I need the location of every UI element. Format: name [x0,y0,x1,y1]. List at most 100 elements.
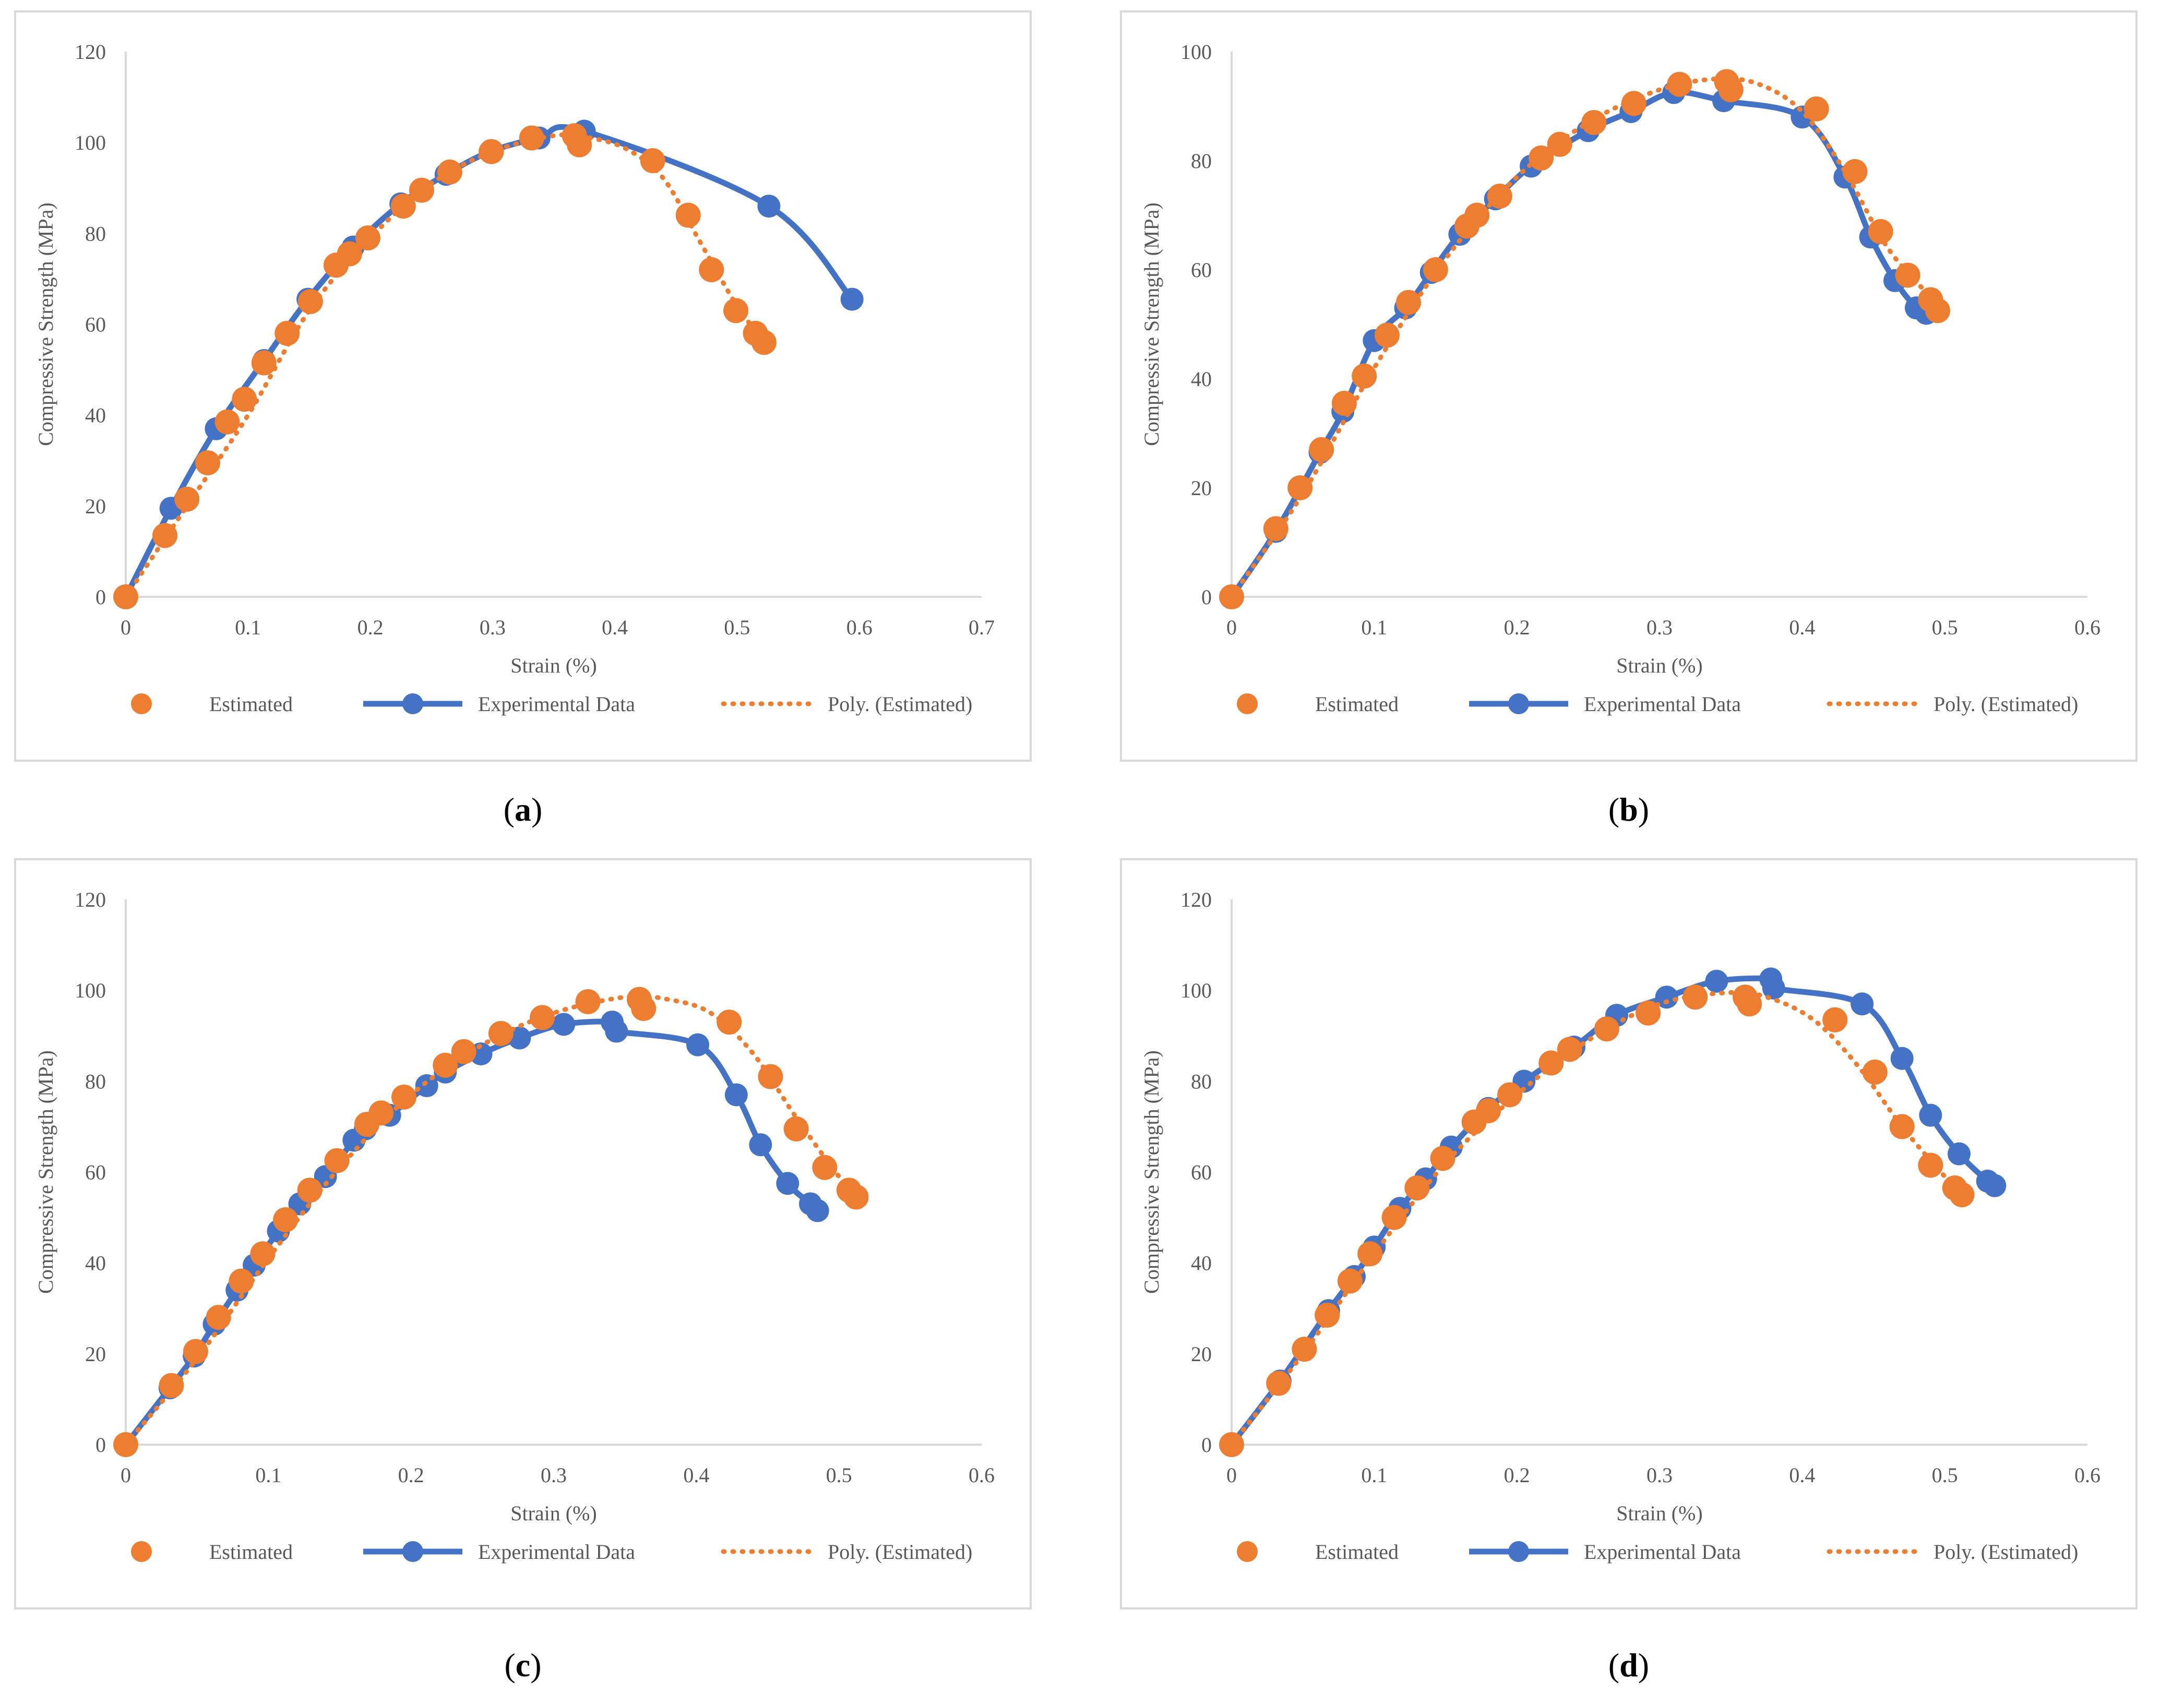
estimated-point [699,257,724,282]
estimated-point [530,1005,555,1030]
estimated-point [1315,1302,1340,1328]
estimated-point [183,1339,208,1364]
y-tick-label: 100 [75,131,106,154]
caption-b: (b) [1608,791,1650,828]
experimental-point [1762,976,1785,1000]
x-tick-label: 0.2 [357,616,384,639]
legend-estimated-label: Estimated [209,1540,293,1564]
experimental-point [724,1083,748,1107]
poly-trendline [123,132,764,599]
y-axis-label: Compressive Strength (MPa) [1140,202,1163,446]
y-axis-label: Compressive Strength (MPa) [34,1050,57,1294]
legend: Estimated Experimental Data Poly. (Estimat… [131,692,972,716]
legend-estimated-label: Estimated [1315,692,1399,716]
x-tick-label: 0.4 [683,1463,709,1487]
estimated-point [488,1020,514,1046]
experimental-line [123,124,855,600]
experimental-point [1705,969,1728,993]
estimated-point [1464,202,1490,228]
experimental-point [508,1026,531,1050]
x-tick-label: 0.3 [1646,1463,1673,1487]
y-tick-label: 40 [85,1252,106,1275]
estimated-point [675,202,701,228]
estimated-point [1331,391,1357,416]
estimated-point [1949,1182,1975,1208]
y-tick-label: 60 [85,1161,106,1184]
chart-svg: 0 20 40 60 80 100 120 0 0.1 0.2 0.3 0.4 0.5 0.6 Strain… [34,888,995,1564]
estimated-point [1581,110,1607,135]
experimental-point [686,1033,710,1056]
x-tick-label: 0.5 [1932,1463,1958,1487]
y-axis-label: Compressive Strength (MPa) [1140,1050,1163,1294]
estimated-point [232,387,257,412]
y-tick-label: 0 [96,585,106,609]
estimated-point [391,1084,416,1110]
x-tick-label: 0.1 [1361,1463,1387,1487]
chart-svg: 0 20 40 60 80 100 120 0 0.1 0.2 0.3 0.4 0.5 0.6 Strain… [1140,888,2101,1564]
legend: Estimated Experimental Data Poly. (Estimat… [131,1540,972,1564]
legend-experimental-label: Experimental Data [478,1540,635,1564]
y-tick-label: 40 [85,404,106,427]
caption-letter: c [515,1647,531,1684]
poly-trendline [1229,76,1933,599]
estimated-point [174,486,200,512]
experimental-point [1655,986,1678,1009]
chart-panel-d: 0 20 40 60 80 100 120 0 0.1 0.2 0.3 0.4 0.5 0.6 Strain… [1120,858,2138,1609]
estimated-point [206,1305,231,1330]
estimated-point [251,350,277,376]
estimated-point [575,989,601,1014]
x-tick-label: 0.6 [2074,616,2101,639]
chart-panel-c: 0 20 40 60 80 100 120 0 0.1 0.2 0.3 0.4 0.5 0.6 Strain… [14,858,1032,1609]
caption-letter: d [1619,1647,1638,1684]
estimated-point [1918,1152,1943,1178]
estimated-point [1718,77,1744,103]
experimental-point [840,287,864,311]
y-tick-label: 80 [1191,149,1212,173]
y-tick-label: 100 [75,979,106,1002]
estimated-point [717,1010,742,1035]
experimental-point [1890,1047,1914,1070]
estimated-point [297,289,323,314]
x-tick-label: 0.2 [398,1463,424,1487]
legend: Estimated Experimental Data Poly. (Estimat… [1237,1540,2078,1564]
estimated-point [1868,219,1893,244]
y-tick-label: 80 [85,1070,106,1093]
legend-experimental-marker [402,693,423,714]
y-axis-label: Compressive Strength (MPa) [34,202,57,446]
estimated-point [214,409,240,435]
estimated-point [1395,290,1421,315]
estimated-point [1476,1098,1501,1123]
estimated-point [640,148,665,173]
estimated-point [751,330,777,355]
estimated-point [1487,183,1512,209]
estimated-point [812,1155,838,1180]
x-tick-label: 0 [1226,616,1237,639]
y-tick-label: 60 [85,313,106,337]
estimated-point [1497,1082,1522,1108]
estimated-point [1925,298,1950,323]
estimated-point [631,996,657,1021]
y-tick-label: 60 [1191,1161,1212,1184]
x-tick-label: 0.6 [846,616,873,639]
y-tick-label: 0 [1201,585,1212,609]
caption-letter: b [1619,791,1638,828]
x-tick-label: 0.3 [541,1463,567,1487]
y-tick-label: 20 [85,1342,106,1366]
y-tick-label: 80 [85,222,106,245]
estimated-point [723,298,749,323]
experimental-line [1228,89,1929,600]
y-tick-label: 120 [75,888,106,911]
poly-trendline [123,993,856,1447]
estimated-point [1804,96,1829,122]
x-tick-label: 0.1 [1361,616,1387,639]
x-tick-label: 0.1 [235,616,261,639]
legend-poly-label: Poly. (Estimated) [1934,1540,2078,1564]
experimental-point [552,1013,576,1036]
y-tick-label: 100 [1180,979,1212,1002]
legend-experimental-marker [1508,693,1529,714]
estimated-point [159,1373,184,1398]
x-tick-label: 0.1 [255,1463,281,1487]
x-tick-label: 0.7 [969,616,995,639]
x-tick-label: 0.4 [602,616,628,639]
x-tick-label: 0 [1226,1463,1237,1487]
